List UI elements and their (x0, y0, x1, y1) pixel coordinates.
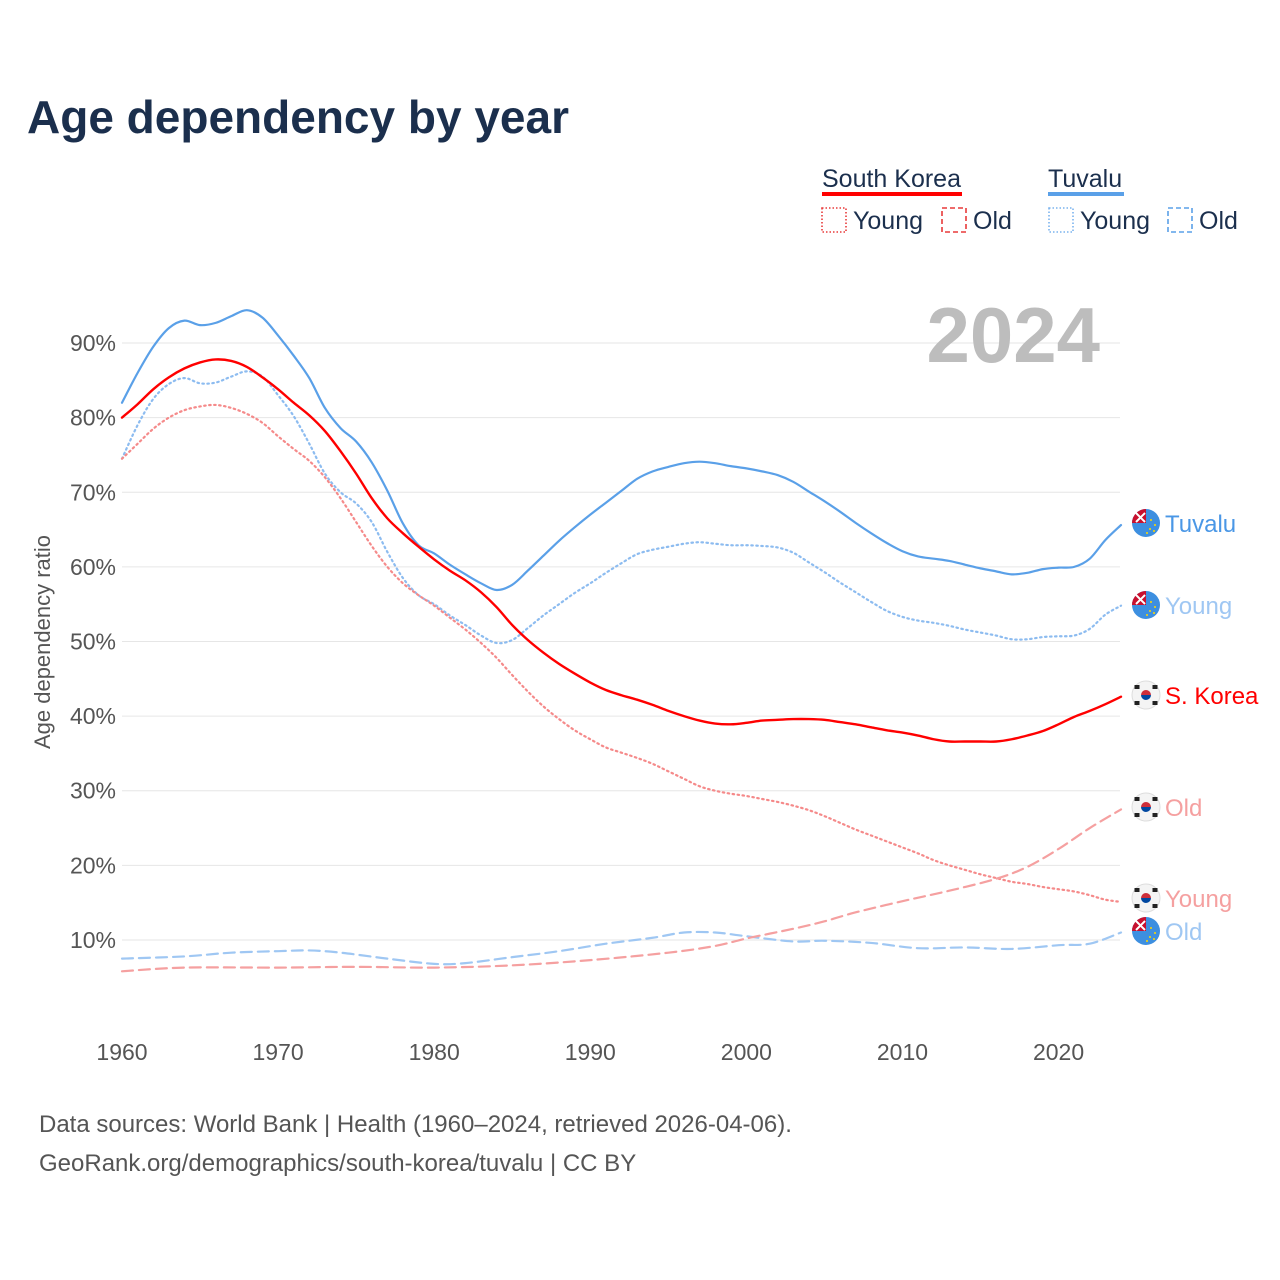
legend-sk-old[interactable]: Old (973, 207, 1012, 235)
end-label: Old (1165, 795, 1202, 822)
series-line-tuvalu-old (120, 930, 1123, 966)
y-tick-label: 10% (70, 927, 116, 953)
gridlines (122, 342, 1120, 941)
y-tick-label: 70% (70, 479, 116, 505)
legend-tuvalu-underline (1048, 192, 1124, 196)
legend-sk-young-swatch (821, 207, 847, 233)
end-label: Old (1165, 919, 1202, 946)
series-lines (120, 309, 1123, 973)
legend: South Korea Young Old Tuvalu Young Old (821, 165, 1238, 235)
end-label: Young (1165, 886, 1232, 913)
series-line-tuvalu-young (120, 370, 1123, 645)
south-korea-flag-icon (1131, 883, 1161, 913)
end-label: S. Korea (1165, 683, 1259, 710)
x-tick-label: 1960 (96, 1039, 147, 1065)
series-line-south-korea-old (120, 808, 1123, 973)
end-label: Young (1165, 593, 1232, 620)
y-tick-label: 30% (70, 778, 116, 804)
y-tick-label: 20% (70, 852, 116, 878)
source-line-1: Data sources: World Bank | Health (1960–… (39, 1111, 792, 1138)
y-tick-label: 60% (70, 554, 116, 580)
chart-title: Age dependency by year (27, 91, 569, 143)
x-axis-ticks: 1960 1970 1980 1990 2000 2010 2020 (96, 1039, 1084, 1065)
legend-tv-old[interactable]: Old (1199, 207, 1238, 235)
series-line-tuvalu (120, 309, 1123, 592)
south-korea-flag-icon (1131, 680, 1161, 710)
legend-south-korea-underline (822, 192, 962, 196)
legend-sk-old-swatch (941, 207, 967, 233)
y-tick-label: 40% (70, 703, 116, 729)
x-tick-label: 1970 (253, 1039, 304, 1065)
x-tick-label: 2010 (877, 1039, 928, 1065)
tuvalu-flag-icon (1132, 591, 1160, 619)
legend-sk-young[interactable]: Young (853, 207, 923, 235)
y-tick-label: 50% (70, 629, 116, 655)
legend-tuvalu[interactable]: Tuvalu (1048, 165, 1122, 193)
y-axis-ticks: 10% 20% 30% 40% 50% 60% 70% 80% 90% (70, 330, 116, 953)
series-line-south-korea-young (120, 403, 1123, 904)
source-line-2[interactable]: GeoRank.org/demographics/south-korea/tuv… (39, 1150, 636, 1177)
legend-tv-young[interactable]: Young (1080, 207, 1150, 235)
year-badge: 2024 (926, 291, 1100, 379)
legend-tv-old-swatch (1167, 207, 1193, 233)
x-tick-label: 2000 (721, 1039, 772, 1065)
end-label: Tuvalu (1165, 511, 1236, 538)
tuvalu-flag-icon (1132, 509, 1160, 537)
end-labels: Tuvalu Young S. Korea Old Young Old (1131, 509, 1259, 946)
x-tick-label: 1980 (409, 1039, 460, 1065)
x-tick-label: 1990 (565, 1039, 616, 1065)
y-tick-label: 80% (70, 405, 116, 431)
series-line-south-korea (120, 358, 1123, 743)
x-tick-label: 2020 (1033, 1039, 1084, 1065)
south-korea-flag-icon (1131, 792, 1161, 822)
tuvalu-flag-icon (1132, 917, 1160, 945)
y-axis-label: Age dependency ratio (30, 535, 55, 749)
legend-tv-young-swatch (1048, 207, 1074, 233)
legend-south-korea[interactable]: South Korea (822, 165, 961, 193)
y-tick-label: 90% (70, 330, 116, 356)
